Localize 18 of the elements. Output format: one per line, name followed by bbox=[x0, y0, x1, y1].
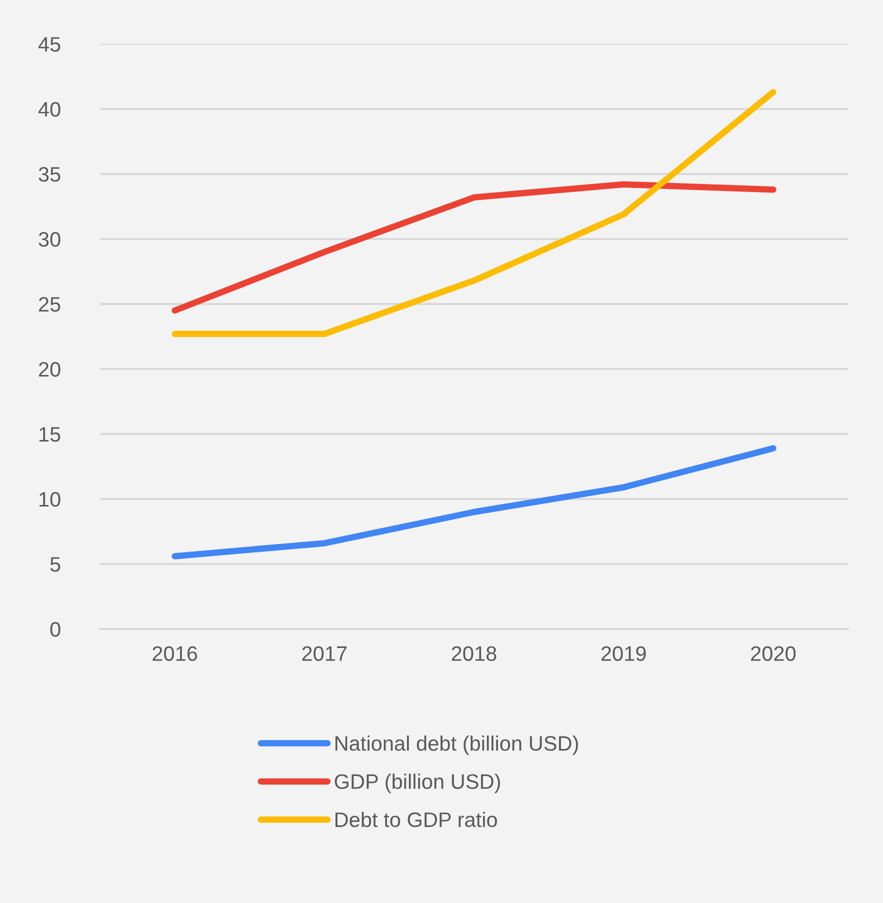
y-tick-label: 35 bbox=[38, 167, 60, 182]
legend-label: National debt (billion USD) bbox=[335, 736, 578, 755]
y-tick-label: 15 bbox=[40, 427, 60, 442]
x-tick-label: 2020 bbox=[751, 646, 796, 661]
x-tick-label: 2019 bbox=[601, 646, 646, 661]
y-tick-label: 0 bbox=[50, 622, 60, 637]
x-tick-label: 2017 bbox=[302, 646, 347, 661]
y-tick-label: 10 bbox=[40, 492, 60, 507]
y-tick-label: 40 bbox=[38, 102, 60, 117]
y-tick-label: 25 bbox=[38, 297, 60, 312]
y-tick-label: 30 bbox=[38, 232, 60, 247]
legend-label: GDP (billion USD) bbox=[334, 774, 500, 794]
x-tick-label: 2018 bbox=[452, 646, 496, 661]
y-tick-label: 20 bbox=[38, 362, 60, 377]
y-tick-label: 45 bbox=[38, 37, 60, 52]
y-tick-label: 5 bbox=[50, 557, 60, 572]
legend-label: Debt to GDP ratio bbox=[335, 812, 497, 828]
x-tick-label: 2016 bbox=[152, 646, 198, 661]
